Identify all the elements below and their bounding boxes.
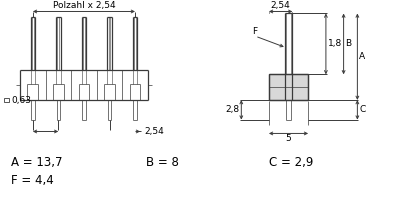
Bar: [4, 97, 9, 103]
Text: 2,8: 2,8: [225, 105, 239, 114]
Text: A: A: [359, 52, 366, 61]
Text: C: C: [359, 105, 366, 114]
Text: B = 8: B = 8: [146, 156, 179, 169]
Text: 1,8: 1,8: [328, 39, 342, 48]
Text: 0,63: 0,63: [11, 95, 31, 104]
Text: F: F: [252, 27, 258, 36]
Bar: [269, 74, 308, 100]
Text: C = 2,9: C = 2,9: [269, 156, 313, 169]
Text: 5: 5: [286, 134, 291, 143]
Text: F = 4,4: F = 4,4: [11, 174, 54, 187]
Text: 2,54: 2,54: [271, 2, 290, 11]
Text: Polzahl x 2,54: Polzahl x 2,54: [53, 2, 115, 11]
Text: 2,54: 2,54: [144, 127, 164, 136]
Text: B: B: [346, 39, 352, 48]
Text: A = 13,7: A = 13,7: [11, 156, 63, 169]
